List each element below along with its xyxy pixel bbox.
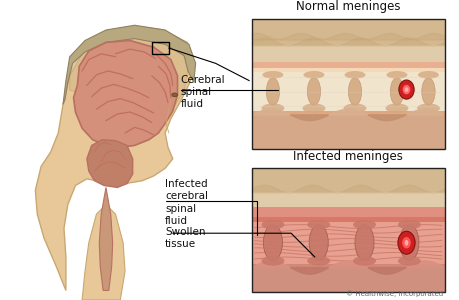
Polygon shape	[82, 205, 125, 300]
Bar	[252, 111, 444, 115]
Ellipse shape	[389, 78, 403, 105]
Polygon shape	[35, 26, 193, 290]
Ellipse shape	[307, 256, 330, 266]
Text: Swollen
tissue: Swollen tissue	[165, 227, 205, 249]
Bar	[252, 264, 444, 268]
Ellipse shape	[261, 220, 284, 230]
Polygon shape	[99, 188, 112, 290]
Bar	[252, 222, 444, 264]
Ellipse shape	[353, 256, 375, 266]
Ellipse shape	[261, 256, 284, 266]
Text: Infected meninges: Infected meninges	[293, 150, 403, 163]
Ellipse shape	[404, 87, 408, 92]
Bar	[252, 62, 444, 68]
Ellipse shape	[404, 240, 408, 246]
Bar	[252, 45, 444, 62]
Ellipse shape	[397, 256, 420, 266]
Bar	[252, 168, 444, 292]
Ellipse shape	[302, 103, 325, 113]
Ellipse shape	[308, 225, 328, 260]
Text: Cerebral
spinal
fluid: Cerebral spinal fluid	[180, 75, 224, 110]
Bar	[252, 168, 444, 292]
Ellipse shape	[307, 78, 320, 105]
Bar	[252, 208, 444, 217]
Text: Infected
cerebral
spinal
fluid: Infected cerebral spinal fluid	[165, 179, 207, 226]
Ellipse shape	[416, 103, 439, 113]
Bar	[151, 42, 168, 54]
Ellipse shape	[354, 225, 373, 260]
Ellipse shape	[344, 71, 365, 79]
Ellipse shape	[386, 71, 407, 79]
Bar	[252, 19, 444, 149]
Ellipse shape	[417, 71, 438, 79]
Bar	[252, 115, 444, 149]
Polygon shape	[87, 140, 132, 188]
Bar	[252, 19, 444, 45]
Bar	[252, 19, 444, 149]
Ellipse shape	[171, 93, 177, 97]
Polygon shape	[63, 25, 195, 104]
Ellipse shape	[347, 78, 361, 105]
Ellipse shape	[402, 85, 409, 94]
Ellipse shape	[399, 225, 418, 260]
Ellipse shape	[262, 71, 283, 79]
Polygon shape	[73, 40, 177, 147]
Bar	[252, 168, 444, 192]
Ellipse shape	[266, 78, 279, 105]
Ellipse shape	[397, 231, 414, 254]
Bar	[252, 217, 444, 222]
Bar	[252, 72, 444, 111]
Ellipse shape	[343, 103, 366, 113]
Ellipse shape	[303, 71, 324, 79]
Ellipse shape	[401, 237, 410, 248]
Ellipse shape	[421, 78, 434, 105]
Bar	[252, 268, 444, 292]
Ellipse shape	[261, 103, 284, 113]
Bar	[252, 192, 444, 208]
Ellipse shape	[353, 220, 375, 230]
Bar	[252, 68, 444, 72]
Ellipse shape	[263, 225, 282, 260]
Ellipse shape	[398, 80, 413, 99]
Ellipse shape	[397, 220, 420, 230]
Ellipse shape	[385, 103, 408, 113]
Polygon shape	[70, 33, 188, 119]
Text: Normal meninges: Normal meninges	[296, 0, 400, 13]
Ellipse shape	[307, 220, 330, 230]
Text: © Healthwise, Incorporated: © Healthwise, Incorporated	[345, 290, 442, 297]
